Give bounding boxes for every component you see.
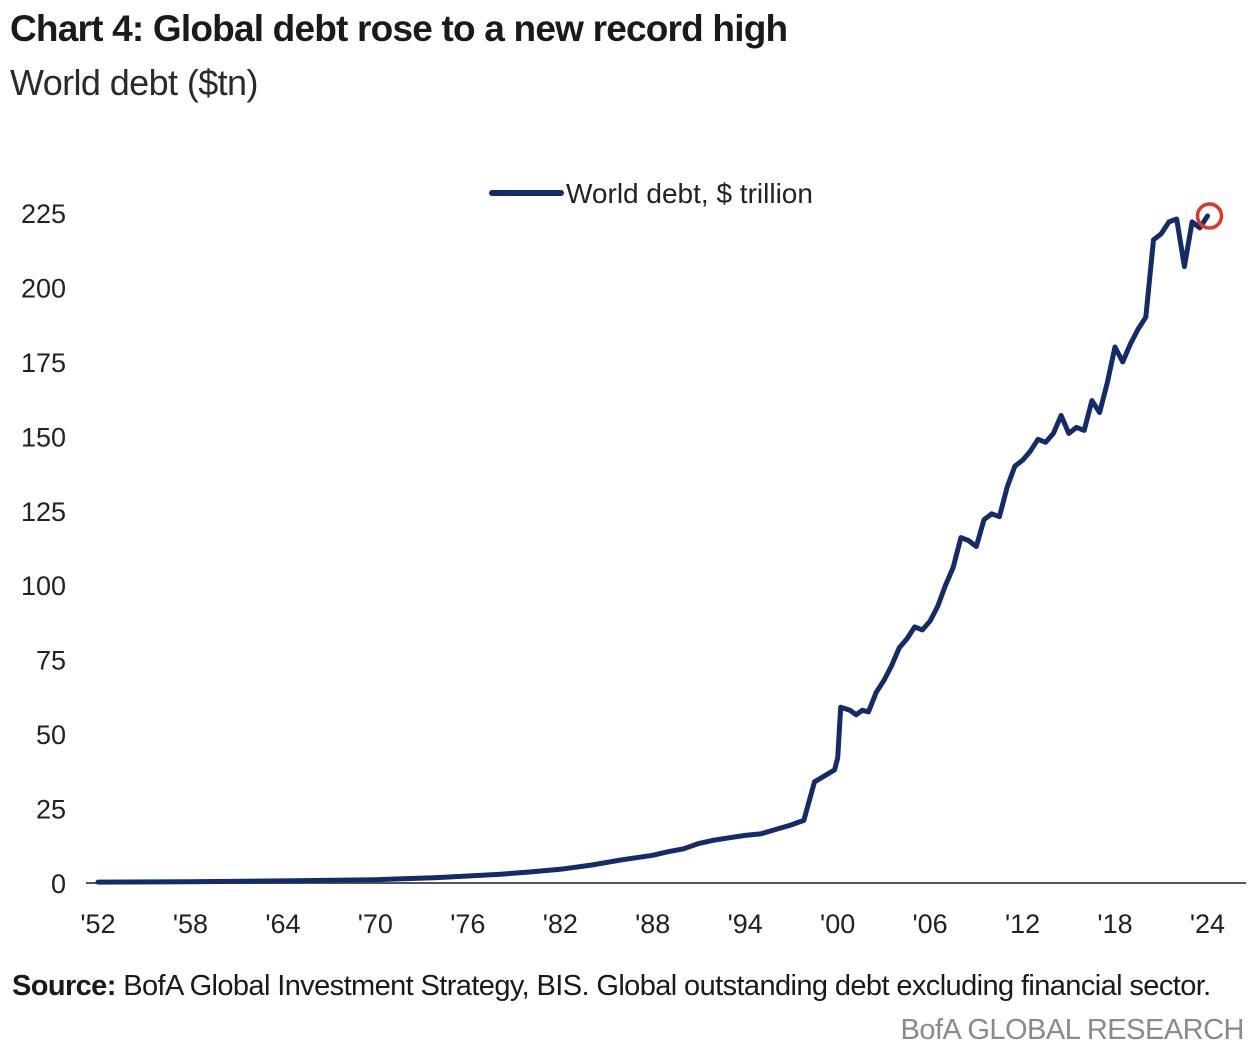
- x-tick-label: '00: [820, 909, 855, 939]
- x-tick-label: '24: [1190, 909, 1225, 939]
- x-tick-label: '88: [635, 909, 670, 939]
- y-axis-ticks: 0 25 50 75 100 125 150 175 200 225: [21, 199, 66, 899]
- y-tick-label: 0: [51, 869, 66, 899]
- x-tick-label: '82: [543, 909, 578, 939]
- y-tick-label: 100: [21, 571, 66, 601]
- source-label: Source:: [12, 970, 116, 1002]
- x-tick-label: '64: [265, 909, 300, 939]
- x-tick-label: '12: [1005, 909, 1040, 939]
- chart-subtitle: World debt ($tn): [10, 62, 258, 103]
- y-tick-label: 225: [21, 199, 66, 229]
- source-text: BofA Global Investment Strategy, BIS. Gl…: [115, 970, 1211, 1002]
- source-note: Source: BofA Global Investment Strategy,…: [12, 970, 1211, 1003]
- series-layer: [95, 213, 1210, 885]
- legend-label: World debt, $ trillion: [566, 178, 813, 209]
- world-debt-line-chart: 0 25 50 75 100 125 150 175 200 225 '52 '58 '64 '70 '7…: [21, 178, 1246, 939]
- y-tick-label: 50: [36, 720, 66, 750]
- x-tick-label: '70: [358, 909, 393, 939]
- latest-value-circle-marker: [1195, 202, 1224, 230]
- y-tick-label: 75: [36, 646, 66, 676]
- annotation-layer: [1195, 202, 1224, 230]
- x-axis-ticks: '52 '58 '64 '70 '76 '82 '88 '94 '00 '06 '12 '18 '24: [80, 909, 1225, 939]
- legend: World debt, $ trillion: [489, 178, 813, 209]
- x-tick-label: '94: [728, 909, 763, 939]
- y-tick-label: 150: [21, 422, 66, 452]
- series-line: [95, 213, 1210, 885]
- x-tick-label: '58: [173, 909, 208, 939]
- x-tick-label: '06: [913, 909, 948, 939]
- brand-label: BofA GLOBAL RESEARCH: [900, 1014, 1244, 1046]
- x-tick-label: '52: [80, 909, 115, 939]
- y-tick-label: 25: [36, 795, 66, 825]
- x-tick-label: '18: [1097, 909, 1132, 939]
- y-tick-label: 200: [21, 273, 66, 303]
- y-tick-label: 175: [21, 348, 66, 378]
- y-tick-label: 125: [21, 497, 66, 527]
- x-tick-label: '76: [450, 909, 485, 939]
- chart-title: Chart 4: Global debt rose to a new recor…: [10, 8, 788, 49]
